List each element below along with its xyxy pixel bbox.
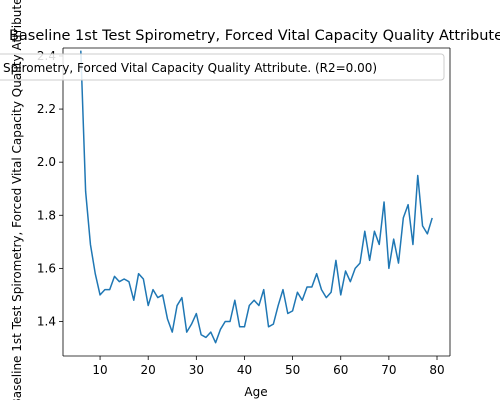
x-tick-label: 30 bbox=[189, 363, 204, 377]
x-tick-label: 40 bbox=[237, 363, 252, 377]
legend-entry-label: Spirometry, Forced Vital Capacity Qualit… bbox=[3, 61, 377, 75]
y-tick-label: 1.4 bbox=[37, 314, 56, 328]
y-tick-label: 2.2 bbox=[37, 102, 56, 116]
series-lines bbox=[80, 50, 433, 344]
x-tick-label: 60 bbox=[333, 363, 348, 377]
x-tick-label: 20 bbox=[141, 363, 156, 377]
x-tick-label: 50 bbox=[285, 363, 300, 377]
legend: Spirometry, Forced Vital Capacity Qualit… bbox=[0, 53, 445, 81]
y-tick-label: 1.6 bbox=[37, 261, 56, 275]
y-axis-label: Baseline 1st Test Spirometry, Forced Vit… bbox=[10, 0, 24, 400]
x-axis-label: Age bbox=[244, 385, 267, 399]
y-tick-label: 2.0 bbox=[37, 155, 56, 169]
y-tick-label: 1.8 bbox=[37, 208, 56, 222]
x-tick-label: 10 bbox=[92, 363, 107, 377]
x-tick-label: 80 bbox=[429, 363, 444, 377]
series-line bbox=[80, 50, 433, 344]
plot-area bbox=[63, 48, 450, 356]
x-tick-label: 70 bbox=[381, 363, 396, 377]
chart-title: Baseline 1st Test Spirometry, Forced Vit… bbox=[9, 28, 500, 44]
legend-box bbox=[0, 53, 445, 81]
